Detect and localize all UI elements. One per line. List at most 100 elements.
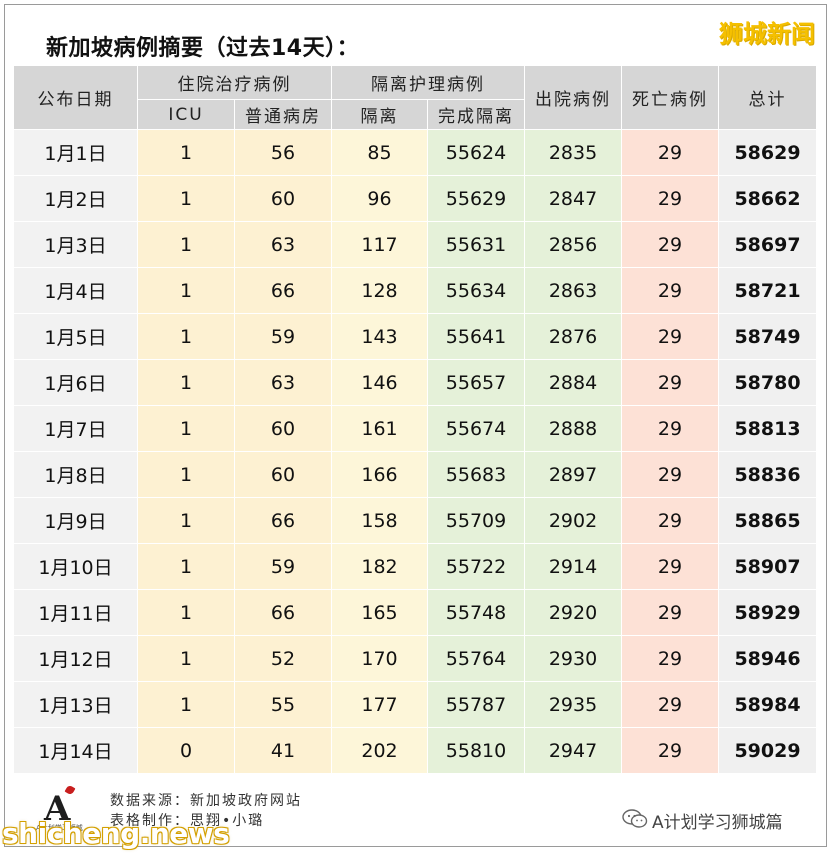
table-cell-total: 58629 (719, 130, 817, 176)
header-date: 公布日期 (14, 66, 138, 130)
table-cell-icu: 1 (138, 176, 235, 222)
table-cell-discharged: 2884 (525, 360, 622, 406)
table-cell-completed: 55722 (428, 544, 525, 590)
table-cell-total: 58721 (719, 268, 817, 314)
table-cell-ward: 56 (235, 130, 332, 176)
header-group-isolation: 隔离护理病例 (332, 66, 525, 100)
table-cell-deaths: 29 (622, 452, 719, 498)
row-date-cell: 1月3日 (14, 222, 138, 268)
table-cell-deaths: 29 (622, 728, 719, 774)
table-cell-icu: 1 (138, 130, 235, 176)
row-date-cell: 1月4日 (14, 268, 138, 314)
header-group-hospital: 住院治疗病例 (138, 66, 332, 100)
table-cell-discharged: 2897 (525, 452, 622, 498)
table-cell-icu: 1 (138, 636, 235, 682)
table-cell-deaths: 29 (622, 268, 719, 314)
table-cell-ward: 59 (235, 544, 332, 590)
row-date-cell: 1月6日 (14, 360, 138, 406)
table-cell-isolation: 117 (332, 222, 428, 268)
table-cell-icu: 1 (138, 682, 235, 728)
table-cell-deaths: 29 (622, 314, 719, 360)
row-date-cell: 1月1日 (14, 130, 138, 176)
row-date-cell: 1月14日 (14, 728, 138, 774)
table-cell-icu: 1 (138, 222, 235, 268)
table-cell-ward: 59 (235, 314, 332, 360)
table-cell-isolation: 161 (332, 406, 428, 452)
header-discharged: 出院病例 (525, 66, 622, 130)
table-cell-discharged: 2914 (525, 544, 622, 590)
table-cell-completed: 55641 (428, 314, 525, 360)
row-date-cell: 1月5日 (14, 314, 138, 360)
table-cell-icu: 1 (138, 452, 235, 498)
row-date-cell: 1月11日 (14, 590, 138, 636)
table-cell-ward: 66 (235, 498, 332, 544)
table-cell-discharged: 2947 (525, 728, 622, 774)
table-cell-isolation: 202 (332, 728, 428, 774)
row-date-cell: 1月7日 (14, 406, 138, 452)
table-cell-discharged: 2835 (525, 130, 622, 176)
table-cell-completed: 55624 (428, 130, 525, 176)
table-cell-completed: 55657 (428, 360, 525, 406)
table-cell-icu: 1 (138, 268, 235, 314)
table-cell-discharged: 2863 (525, 268, 622, 314)
table-cell-discharged: 2856 (525, 222, 622, 268)
table-cell-discharged: 2876 (525, 314, 622, 360)
table-cell-icu: 1 (138, 314, 235, 360)
row-date-cell: 1月10日 (14, 544, 138, 590)
header-deaths: 死亡病例 (622, 66, 719, 130)
table-cell-total: 58865 (719, 498, 817, 544)
table-cell-completed: 55629 (428, 176, 525, 222)
table-cell-ward: 63 (235, 222, 332, 268)
footer-logo-letter: A (44, 789, 71, 829)
table-cell-icu: 1 (138, 360, 235, 406)
table-cell-isolation: 177 (332, 682, 428, 728)
table-cell-total: 58984 (719, 682, 817, 728)
table-cell-ward: 55 (235, 682, 332, 728)
row-date-cell: 1月2日 (14, 176, 138, 222)
footer-logo-subtitle: A计划学习狮城 (36, 824, 83, 832)
frame (4, 4, 827, 847)
table-cell-total: 58946 (719, 636, 817, 682)
table-cell-isolation: 146 (332, 360, 428, 406)
table-cell-total: 58662 (719, 176, 817, 222)
table-cell-completed: 55810 (428, 728, 525, 774)
table-cell-total: 58780 (719, 360, 817, 406)
table-cell-deaths: 29 (622, 590, 719, 636)
row-date-cell: 1月12日 (14, 636, 138, 682)
table-cell-deaths: 29 (622, 544, 719, 590)
table-cell-isolation: 143 (332, 314, 428, 360)
table-cell-icu: 0 (138, 728, 235, 774)
table-cell-discharged: 2920 (525, 590, 622, 636)
table-cell-ward: 66 (235, 590, 332, 636)
header-icu: ICU (138, 100, 235, 130)
table-cell-completed: 55631 (428, 222, 525, 268)
table-cell-ward: 60 (235, 176, 332, 222)
table-cell-completed: 55748 (428, 590, 525, 636)
table-cell-total: 58907 (719, 544, 817, 590)
table-cell-total: 58813 (719, 406, 817, 452)
table-cell-completed: 55674 (428, 406, 525, 452)
table-cell-discharged: 2935 (525, 682, 622, 728)
header-completed: 完成隔离 (428, 100, 525, 130)
table-cell-discharged: 2847 (525, 176, 622, 222)
table-cell-isolation: 170 (332, 636, 428, 682)
table-cell-total: 58929 (719, 590, 817, 636)
table-cell-completed: 55787 (428, 682, 525, 728)
table-cell-total: 59029 (719, 728, 817, 774)
table-cell-deaths: 29 (622, 406, 719, 452)
table-cell-discharged: 2888 (525, 406, 622, 452)
brand-logo-text: 狮城新闻 (719, 20, 815, 48)
header-ward: 普通病房 (235, 100, 332, 130)
header-isolation: 隔离 (332, 100, 428, 130)
watermark-site: shicheng.news (2, 817, 230, 850)
table-cell-deaths: 29 (622, 636, 719, 682)
row-date-cell: 1月8日 (14, 452, 138, 498)
table-cell-completed: 55709 (428, 498, 525, 544)
table-cell-deaths: 29 (622, 682, 719, 728)
table-cell-ward: 52 (235, 636, 332, 682)
table-cell-icu: 1 (138, 498, 235, 544)
table-cell-isolation: 128 (332, 268, 428, 314)
table-cell-total: 58697 (719, 222, 817, 268)
table-maker-note: 表格制作：思翔•小璐 (110, 813, 265, 829)
